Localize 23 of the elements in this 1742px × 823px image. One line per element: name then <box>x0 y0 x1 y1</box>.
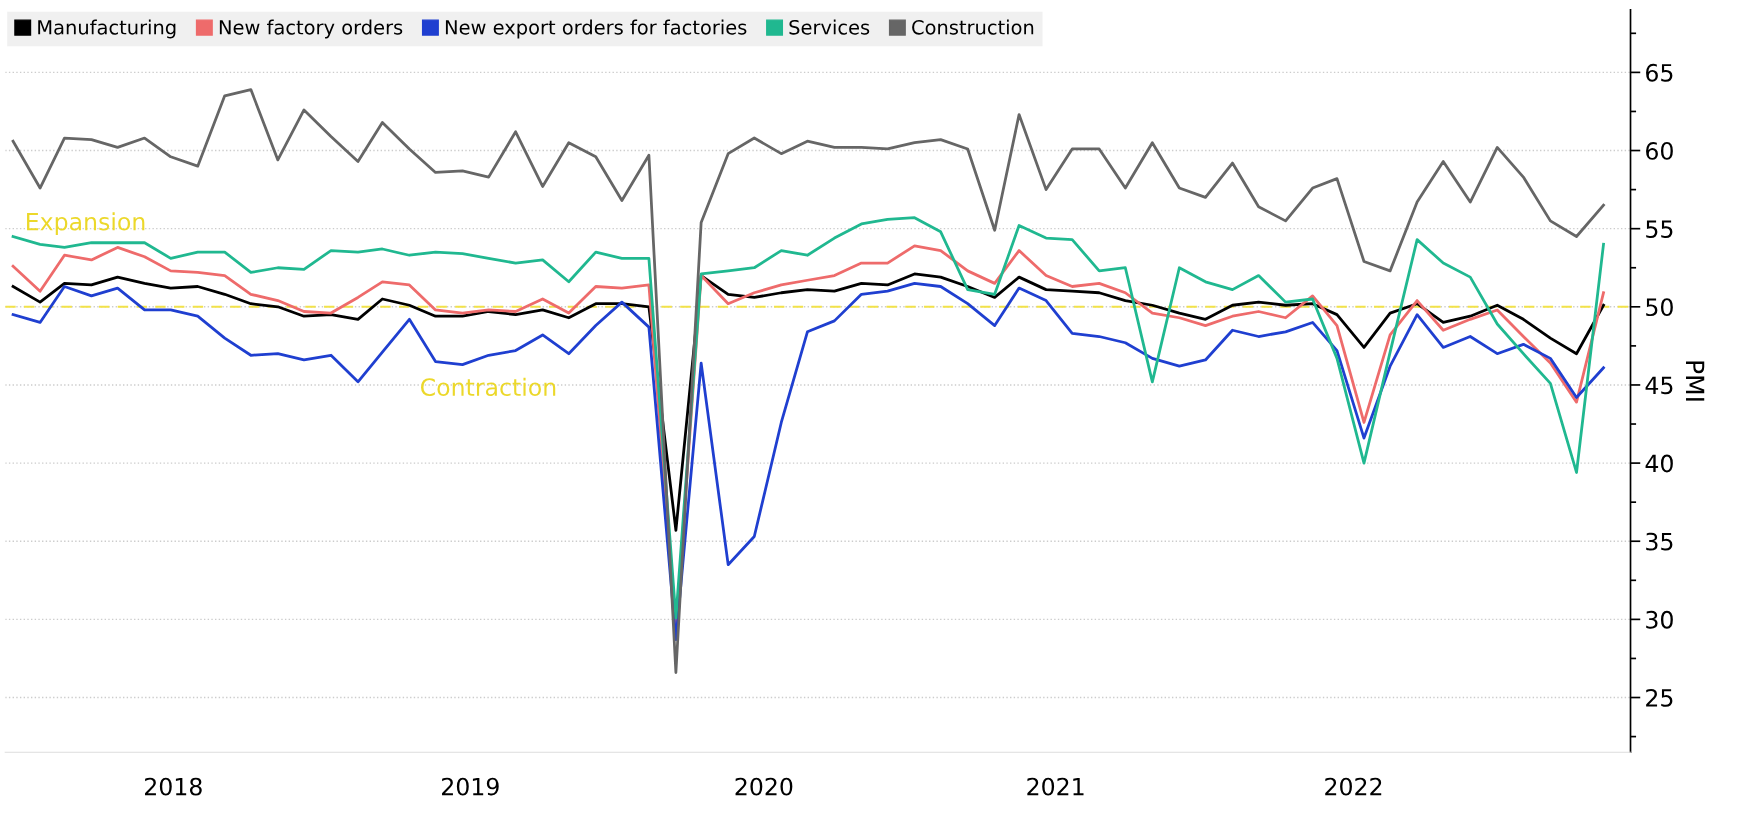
legend-label: New export orders for factories <box>445 19 747 39</box>
y-axis-title: PMI <box>1686 361 1705 401</box>
x-tick-label: 2019 <box>442 777 499 796</box>
y-tick-label: 25 <box>1646 688 1673 707</box>
legend-label: Construction <box>912 19 1034 35</box>
annotation: Contraction <box>421 377 556 397</box>
y-tick-label: 40 <box>1645 454 1673 473</box>
y-tick-label: 30 <box>1646 610 1673 629</box>
y-tick-label: 65 <box>1646 63 1673 82</box>
y-tick-label: 55 <box>1646 220 1673 238</box>
legend-label: New factory orders <box>219 19 403 39</box>
legend-label: Services <box>789 19 870 35</box>
x-tick-label: 2021 <box>1027 777 1084 796</box>
y-tick-label: 60 <box>1646 141 1673 160</box>
annotation: Expansion <box>27 212 145 236</box>
x-tick-label: 2022 <box>1325 777 1382 796</box>
legend-label: Manufacturing <box>38 19 176 39</box>
line-series <box>11 88 1605 674</box>
y-tick-label: 50 <box>1646 298 1673 317</box>
x-tick-label: 2018 <box>145 777 202 796</box>
y-tick-label: 45 <box>1645 376 1673 395</box>
y-tick-label: 35 <box>1646 532 1673 551</box>
x-tick-label: 2020 <box>735 777 793 796</box>
